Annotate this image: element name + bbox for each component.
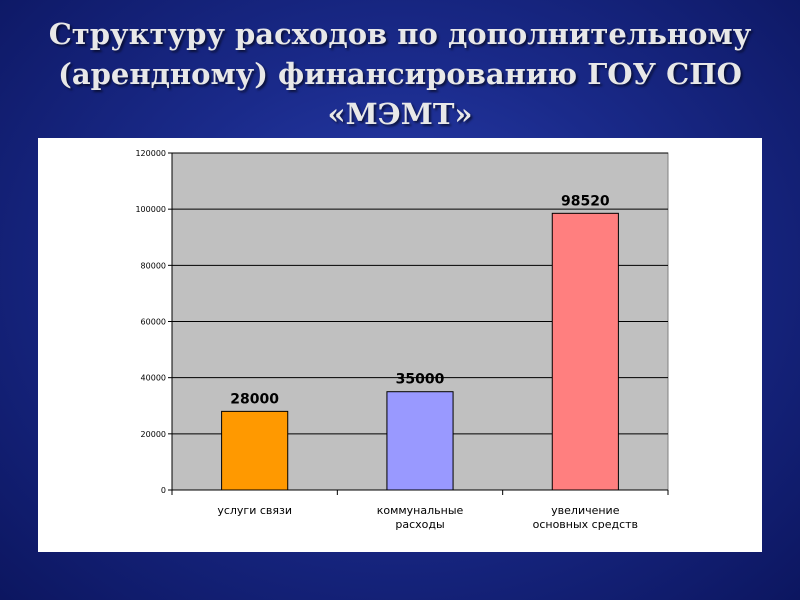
category-label-2-1: основных средств: [533, 518, 638, 531]
category-label-0-0: услуги связи: [217, 504, 292, 517]
bar-0: [221, 410, 289, 491]
y-tick-label-3: 60000: [141, 318, 166, 327]
y-tick-label-1: 20000: [141, 430, 166, 439]
slide-title: Структуру расходов по дополнительному (а…: [20, 14, 780, 134]
data-label-2: 98520: [561, 193, 610, 209]
category-label-2-0: увеличение: [551, 504, 620, 517]
slide-title-line-2: (арендному) финансированию ГОУ СПО: [58, 57, 742, 91]
slide-title-line-1: Структуру расходов по дополнительному: [48, 17, 752, 51]
y-tick-label-5: 100000: [135, 205, 166, 214]
y-tick-label-4: 80000: [141, 261, 166, 270]
slide-title-line-3: «МЭМТ»: [327, 97, 473, 131]
category-label-1-1: расходы: [395, 518, 444, 531]
chart-panel: 0 20000 40000 60000 80000 100000 120000 28000 ус…: [38, 138, 762, 552]
bar-2: [551, 212, 619, 491]
y-tick-label-2: 40000: [141, 374, 166, 383]
bar-1: [386, 391, 454, 491]
data-label-0: 28000: [230, 391, 279, 407]
y-tick-label-6: 120000: [135, 149, 166, 158]
category-label-1-0: коммунальные: [377, 504, 464, 517]
data-label-1: 35000: [396, 372, 445, 388]
y-tick-label-0: 0: [161, 486, 166, 495]
bar-chart: 0 20000 40000 60000 80000 100000 120000 28000 ус…: [135, 149, 669, 531]
